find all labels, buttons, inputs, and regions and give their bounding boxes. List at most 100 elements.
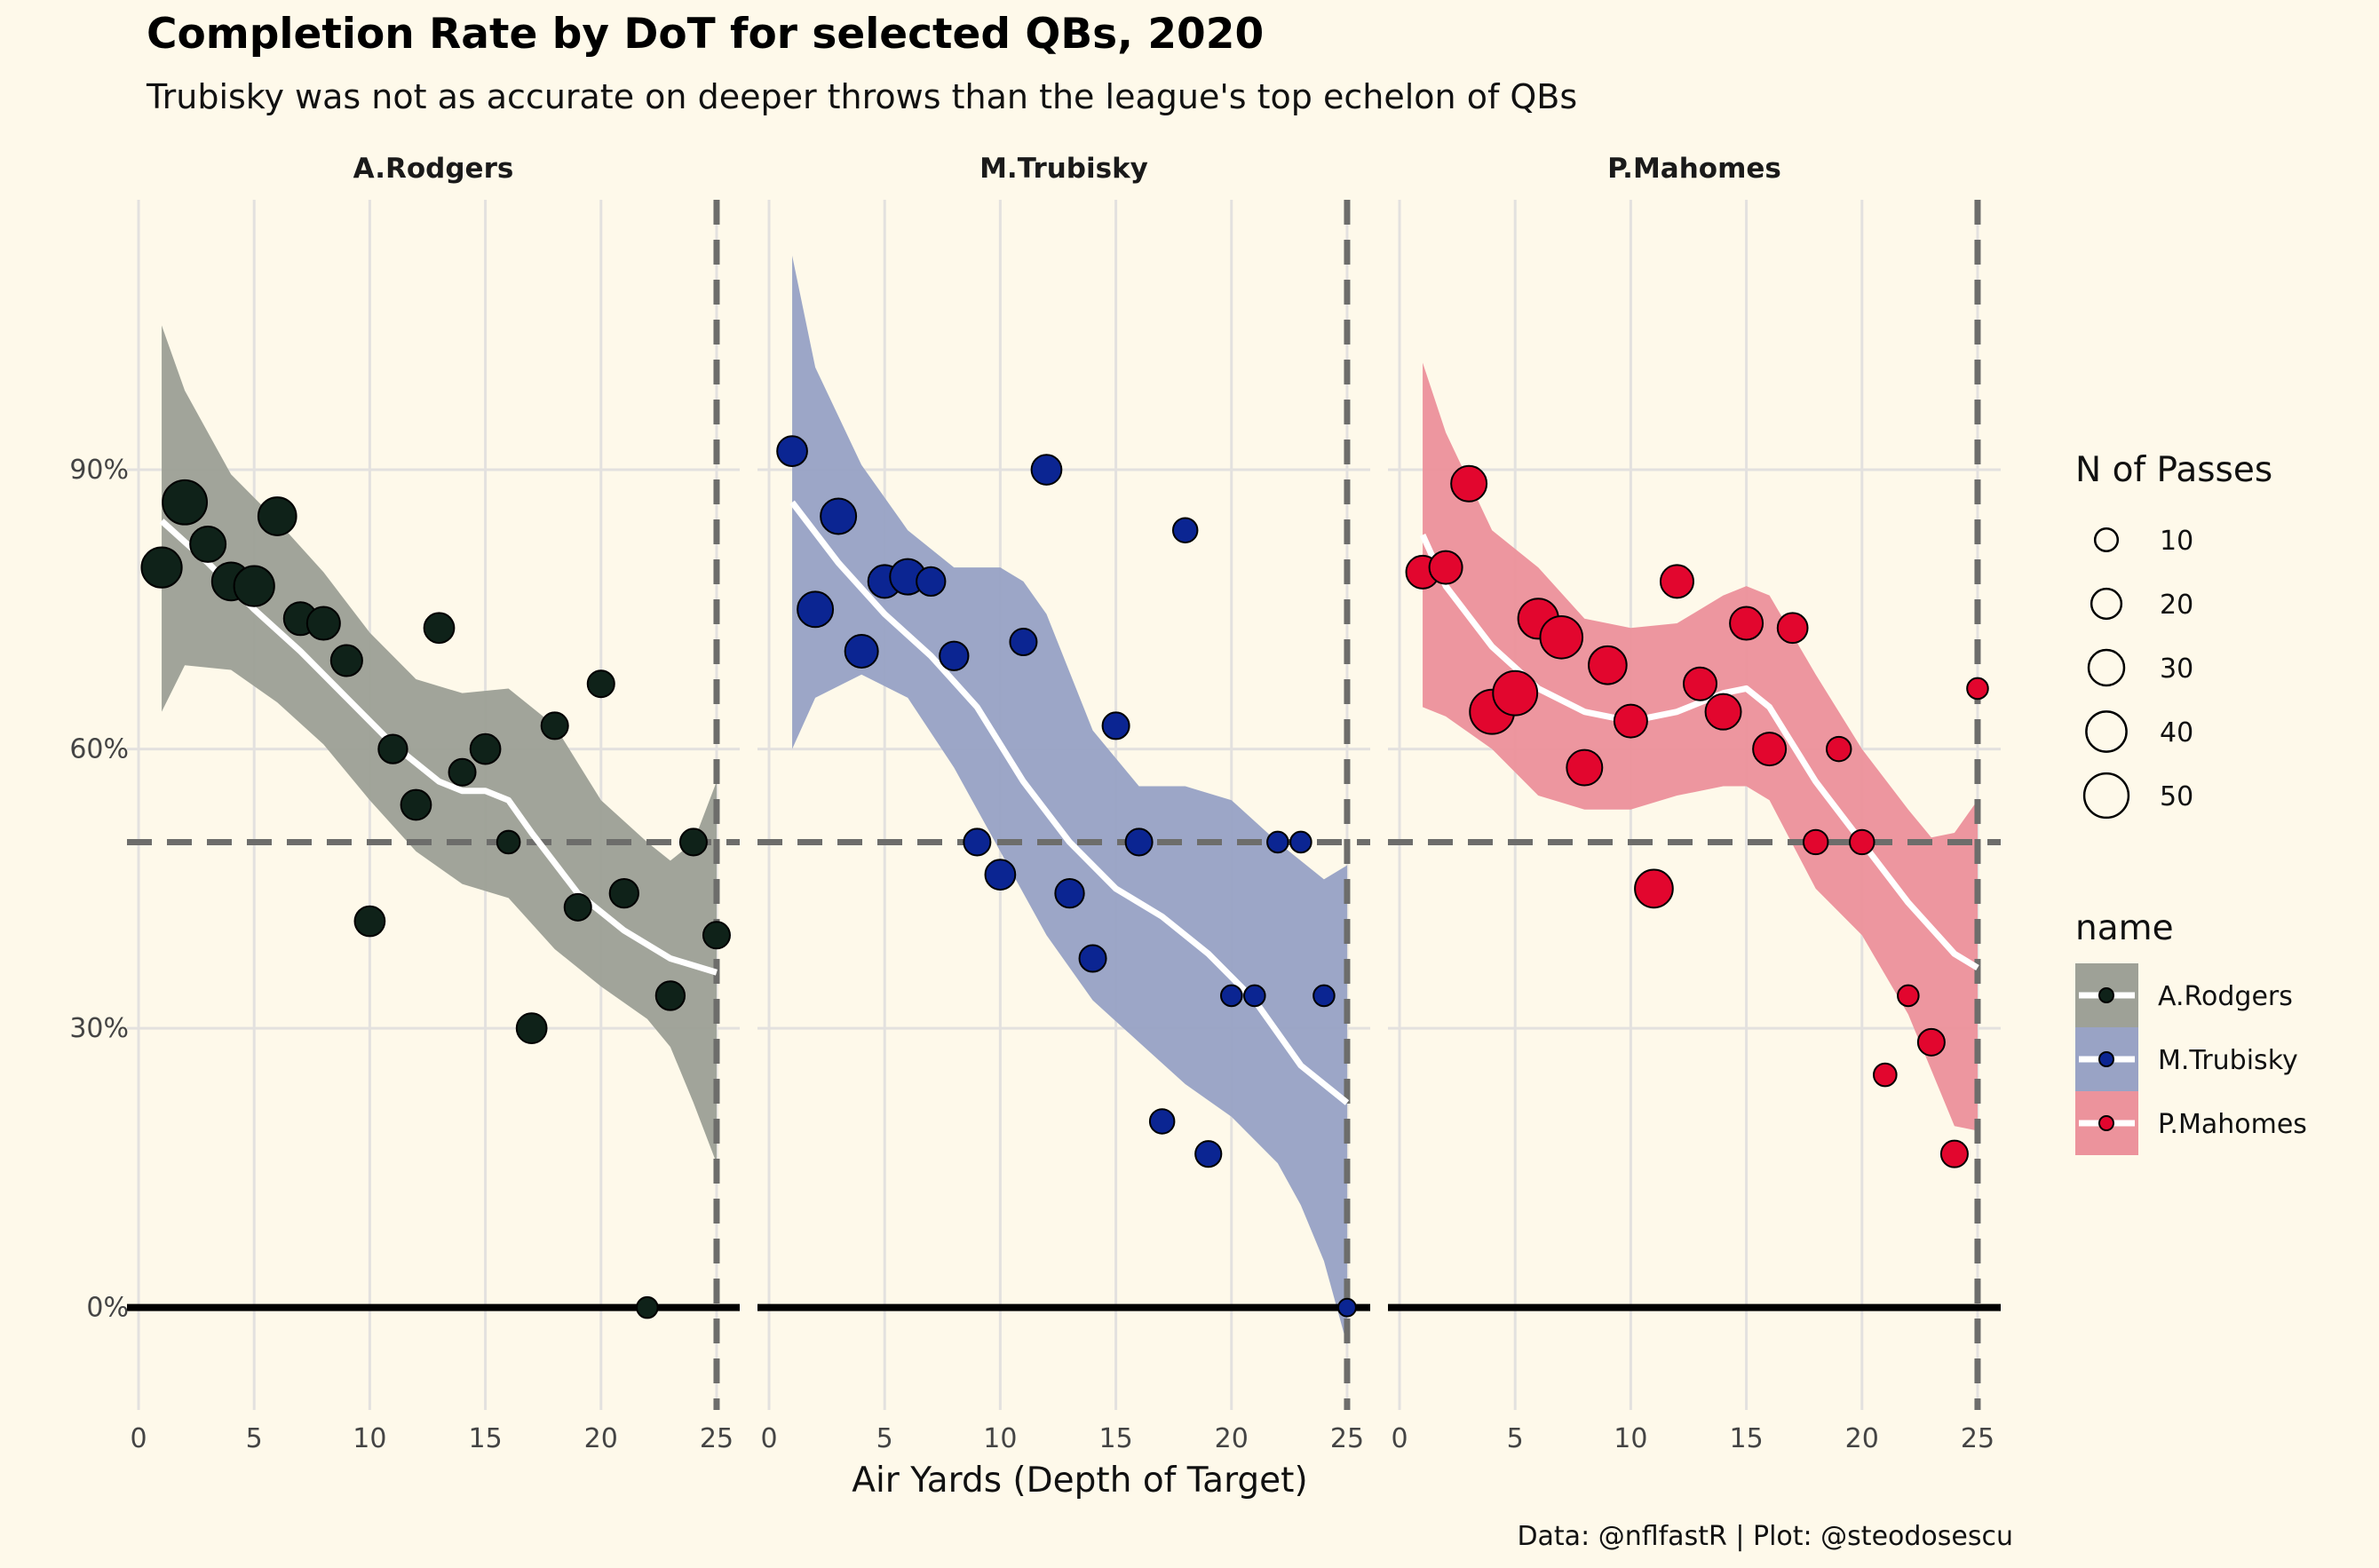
data-point [189, 525, 227, 563]
data-point [1428, 550, 1463, 585]
data-point [586, 669, 615, 699]
facet-panel: A.Rodgers 0 5 10 15 20 25 [127, 153, 740, 1454]
x-tick-label: 25 [700, 1423, 734, 1454]
data-point [496, 829, 521, 855]
color-legend-label: P.Mahomes [2158, 1109, 2307, 1140]
data-point [939, 640, 970, 671]
x-tick-label: 5 [1507, 1423, 1524, 1454]
data-point [702, 921, 731, 950]
data-point [1849, 828, 1875, 856]
data-point [1078, 944, 1107, 973]
data-point [1101, 711, 1130, 740]
data-point [1704, 693, 1742, 731]
data-point [1659, 564, 1694, 599]
data-point [540, 711, 569, 740]
data-point [448, 757, 477, 787]
data-point [140, 546, 183, 589]
y-tick-label: 90% [69, 455, 129, 486]
data-point [1289, 830, 1312, 854]
data-point [1634, 868, 1674, 909]
facet-strip-label: M.Trubisky [979, 153, 1148, 185]
data-point [1194, 1140, 1223, 1168]
color-legend-label: A.Rodgers [2158, 981, 2293, 1012]
y-tick-label: 0% [86, 1293, 129, 1324]
data-point [1776, 612, 1809, 645]
chart-title: Completion Rate by DoT for selected QBs,… [147, 10, 1264, 59]
x-tick-label: 0 [760, 1423, 777, 1454]
data-point [1916, 1027, 1946, 1057]
x-tick-label: 25 [1330, 1423, 1364, 1454]
smooth-line [159, 519, 718, 976]
data-point [162, 479, 209, 526]
chart-subtitle: Trubisky was not as accurate on deeper t… [146, 77, 1577, 116]
data-point [1566, 748, 1604, 787]
data-point [329, 644, 363, 677]
data-point [678, 828, 708, 857]
confidence-band [162, 325, 717, 1164]
data-point [1588, 645, 1628, 685]
data-point [916, 566, 947, 598]
data-point [1009, 628, 1038, 657]
data-point [1492, 669, 1539, 717]
x-tick-label: 15 [1098, 1423, 1132, 1454]
data-point [257, 496, 297, 536]
data-point [963, 828, 992, 857]
size-legend: N of Passes 10 20 30 40 50 [2075, 450, 2272, 820]
confidence-band [1423, 362, 1978, 1131]
size-legend-key [2093, 527, 2120, 553]
color-legend-point [2098, 1115, 2114, 1131]
chart-caption: Data: @nflfastR | Plot: @steodosescu [1517, 1521, 2013, 1552]
data-point [797, 590, 835, 629]
data-point [636, 1295, 659, 1319]
data-point [1873, 1062, 1898, 1088]
data-point [1124, 828, 1154, 857]
data-point [563, 892, 592, 922]
x-tick-label: 10 [1614, 1423, 1647, 1454]
data-point [1312, 984, 1336, 1008]
data-point [1939, 1139, 1969, 1168]
size-legend-label: 20 [2160, 590, 2193, 621]
data-point [469, 733, 502, 765]
data-point [1966, 677, 1989, 701]
size-legend-title: N of Passes [2075, 450, 2272, 490]
size-legend-label: 30 [2160, 653, 2193, 685]
data-point [515, 1012, 548, 1044]
data-point [1450, 464, 1488, 503]
facet-panel: P.Mahomes 0 5 10 15 20 25 [1388, 153, 2001, 1454]
x-tick-label: 0 [130, 1423, 147, 1454]
facet-strip-label: A.Rodgers [353, 153, 514, 185]
data-point [1243, 984, 1266, 1008]
x-tick-label: 20 [1215, 1423, 1249, 1454]
data-point [1613, 703, 1648, 739]
data-point [1220, 984, 1243, 1008]
x-tick-label: 15 [1729, 1423, 1763, 1454]
data-point [1030, 454, 1063, 486]
data-point [1897, 984, 1920, 1008]
y-tick-label: 60% [69, 734, 129, 765]
data-point [1825, 735, 1852, 763]
data-point [1539, 614, 1584, 660]
data-point [1802, 828, 1829, 856]
x-tick-label: 20 [1845, 1423, 1879, 1454]
data-point [400, 788, 432, 821]
x-tick-label: 10 [353, 1423, 386, 1454]
size-legend-key [2082, 772, 2130, 820]
color-legend-title: name [2075, 908, 2174, 948]
x-tick-label: 20 [584, 1423, 618, 1454]
data-point [1683, 666, 1718, 701]
data-point [608, 877, 639, 909]
data-point [423, 612, 456, 645]
size-legend-label: 50 [2160, 781, 2193, 812]
data-point [984, 859, 1017, 891]
size-legend-label: 40 [2160, 717, 2193, 748]
x-tick-label: 10 [983, 1423, 1017, 1454]
color-legend-point [2098, 987, 2114, 1003]
data-point [820, 497, 858, 535]
color-legend-point [2098, 1051, 2114, 1067]
size-legend-key [2085, 710, 2128, 753]
size-legend-key [2090, 587, 2123, 621]
size-legend-label: 10 [2160, 526, 2193, 557]
y-tick-label: 30% [69, 1013, 129, 1044]
data-point [377, 733, 408, 764]
